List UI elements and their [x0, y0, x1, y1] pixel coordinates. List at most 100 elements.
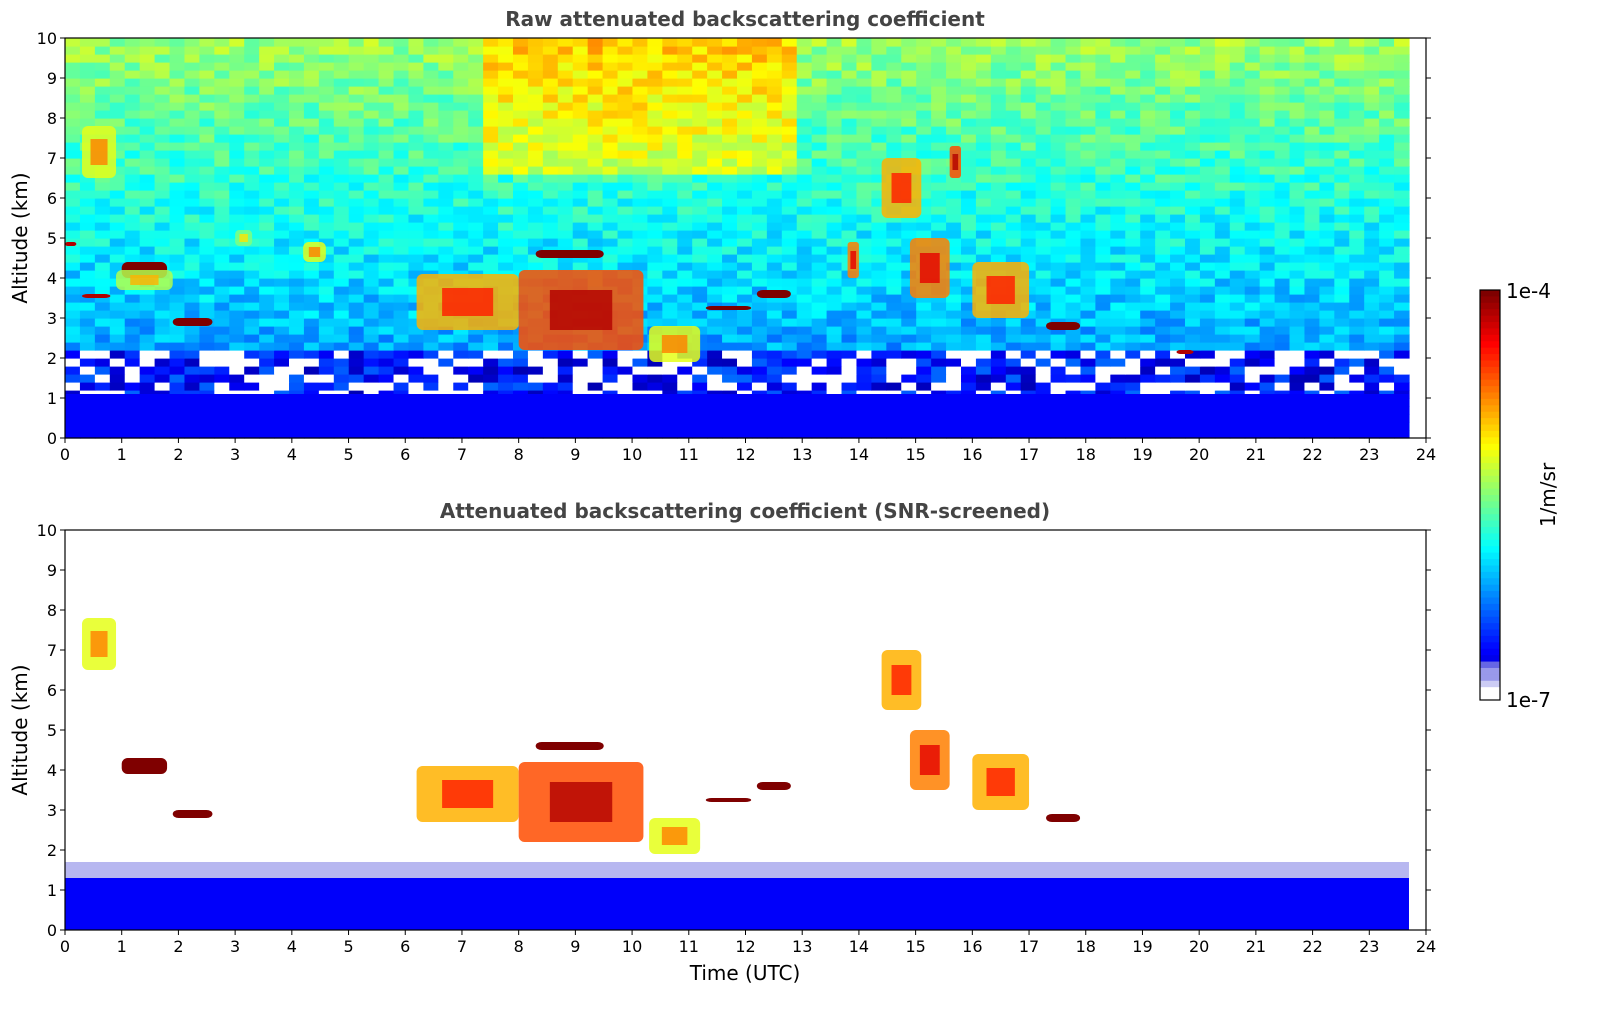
heatmap-cell — [288, 230, 305, 239]
heatmap-cell — [975, 110, 992, 119]
heatmap-cell — [303, 358, 320, 367]
heatmap-cell — [169, 350, 186, 359]
heatmap-cell — [1394, 326, 1410, 335]
heatmap-cell — [139, 182, 156, 191]
heatmap-cell — [677, 110, 693, 119]
heatmap-cell — [1379, 358, 1395, 367]
heatmap-cell — [1155, 142, 1171, 151]
heatmap-cell — [1259, 38, 1276, 47]
heatmap-cell — [1065, 246, 1082, 255]
heatmap-cell — [1095, 62, 1111, 71]
heatmap-cell — [1289, 182, 1306, 191]
heatmap-cell — [1319, 214, 1335, 223]
heatmap-cell — [677, 198, 693, 207]
heatmap-cell — [408, 110, 424, 119]
heatmap-cell — [931, 214, 947, 223]
heatmap-cell — [692, 286, 708, 295]
heatmap-cell — [1289, 382, 1306, 391]
heatmap-cell — [1379, 206, 1395, 215]
heatmap-cell — [1080, 206, 1096, 215]
heatmap-cell — [318, 150, 335, 159]
heatmap-cell — [1080, 382, 1096, 391]
heatmap-cell — [692, 150, 708, 159]
heatmap-cell — [572, 94, 589, 103]
heatmap-cell — [483, 222, 499, 231]
heatmap-cell — [1304, 174, 1320, 183]
heatmap-cell — [975, 318, 992, 327]
heatmap-cell — [1140, 110, 1156, 119]
heatmap-cell — [363, 110, 380, 119]
heatmap-cell — [632, 254, 648, 263]
heatmap-cell — [154, 174, 171, 183]
heatmap-cell — [692, 254, 708, 263]
heatmap-cell — [363, 214, 380, 223]
heatmap-cell — [527, 182, 544, 191]
heatmap-cell — [751, 334, 768, 343]
heatmap-cell — [1364, 142, 1380, 151]
heatmap-cell — [751, 342, 768, 351]
heatmap-cell — [751, 182, 768, 191]
heatmap-cell — [1035, 142, 1052, 151]
heatmap-cell — [274, 230, 290, 239]
heatmap-cell — [408, 382, 424, 391]
heatmap-cell — [766, 174, 783, 183]
heatmap-cell — [288, 374, 305, 383]
heatmap-cell — [318, 358, 335, 367]
heatmap-cell — [1214, 246, 1231, 255]
aerosol-layer — [1176, 350, 1194, 354]
heatmap-cell — [1244, 174, 1261, 183]
heatmap-cell — [363, 334, 380, 343]
heatmap-cell — [154, 134, 171, 143]
colorbar-band — [1480, 591, 1500, 599]
heatmap-cell — [960, 262, 977, 271]
heatmap-cell — [826, 342, 843, 351]
heatmap-cell — [557, 254, 574, 263]
colorbar-band — [1480, 290, 1500, 298]
heatmap-cell — [65, 46, 81, 55]
heatmap-cell — [1229, 102, 1246, 111]
heatmap-cell — [1244, 102, 1261, 111]
heatmap-cell — [722, 166, 738, 175]
heatmap-cell — [1274, 310, 1291, 319]
heatmap-cell — [1125, 118, 1141, 127]
heatmap-cell — [303, 150, 320, 159]
heatmap-cell — [841, 54, 858, 63]
heatmap-cell — [498, 254, 514, 263]
heatmap-cell — [1125, 366, 1141, 375]
heatmap-cell — [901, 142, 917, 151]
heatmap-cell — [423, 102, 439, 111]
heatmap-cell — [826, 334, 843, 343]
heatmap-cell — [1050, 286, 1067, 295]
heatmap-cell — [692, 142, 708, 151]
heatmap-cell — [677, 246, 693, 255]
heatmap-cell — [841, 214, 858, 223]
heatmap-cell — [229, 174, 245, 183]
panel-screened-plot-area: 0 1 2 3 4 5 6 7 8 9 10 11 12 13 14 15 16 17 18 19 20 21 22 23 24… — [37, 521, 1437, 956]
heatmap-cell — [871, 118, 887, 127]
heatmap-cell — [1229, 118, 1246, 127]
heatmap-cell — [811, 142, 828, 151]
heatmap-cell — [139, 102, 156, 111]
heatmap-cell — [647, 214, 663, 223]
heatmap-cell — [1349, 110, 1365, 119]
heatmap-cell — [946, 190, 962, 199]
heatmap-cell — [781, 190, 798, 199]
heatmap-cell — [617, 374, 634, 383]
heatmap-cell — [1364, 366, 1380, 375]
heatmap-cell — [960, 286, 977, 295]
heatmap-cell — [542, 198, 559, 207]
x-tick-label: 21 — [1246, 445, 1266, 464]
heatmap-cell — [1304, 166, 1320, 175]
heatmap-cell — [468, 222, 484, 231]
heatmap-cell — [1080, 150, 1096, 159]
heatmap-cell — [946, 302, 962, 311]
heatmap-cell — [1020, 206, 1037, 215]
heatmap-cell — [65, 214, 81, 223]
heatmap-cell — [542, 262, 559, 271]
heatmap-cell — [303, 350, 320, 359]
heatmap-cell — [692, 238, 708, 247]
heatmap-cell — [1110, 382, 1126, 391]
x-tick-label: 17 — [1019, 937, 1039, 956]
heatmap-cell — [1050, 110, 1067, 119]
heatmap-cell — [677, 206, 693, 215]
